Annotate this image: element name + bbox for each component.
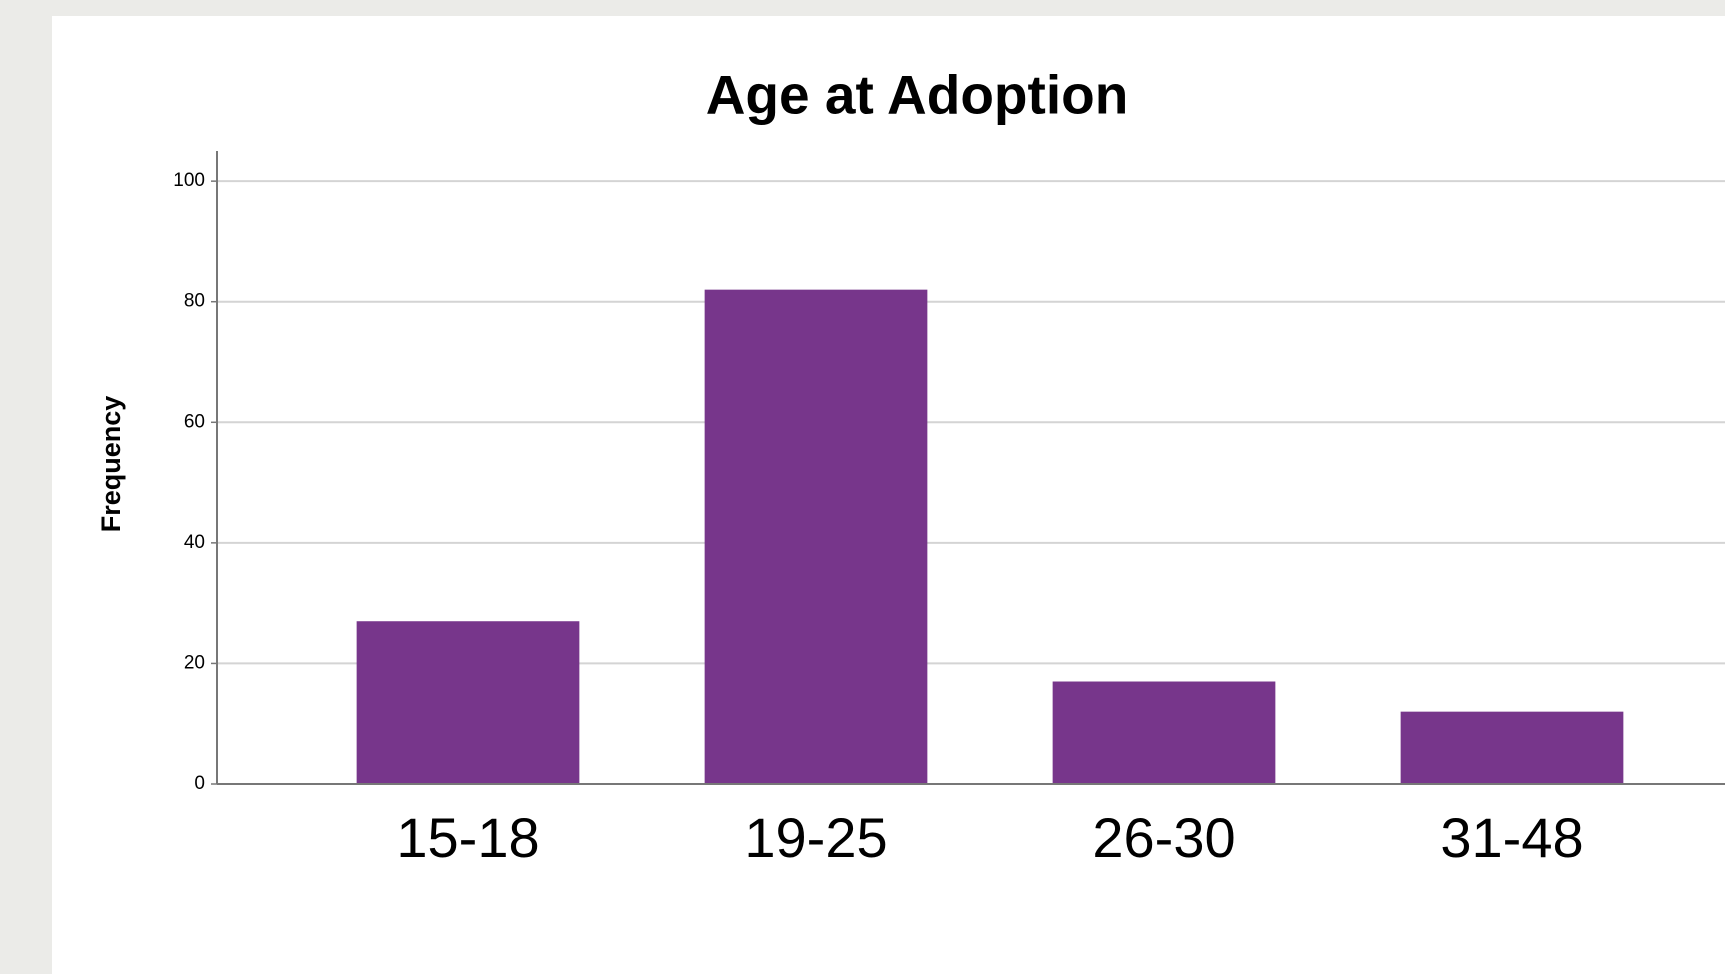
y-axis-label: Frequency [96, 396, 126, 533]
y-tick-label: 60 [184, 411, 205, 432]
bar [1400, 711, 1624, 784]
x-tick-label: 31-48 [1440, 806, 1583, 869]
bar [356, 621, 580, 784]
y-tick-label: 40 [184, 532, 205, 553]
x-tick-label: 19-25 [744, 806, 887, 869]
x-tick-label: 26-30 [1092, 806, 1235, 869]
bar [1052, 681, 1276, 784]
chart-title: Age at Adoption [706, 64, 1129, 126]
y-tick-label: 100 [173, 170, 205, 191]
bar [704, 289, 928, 784]
y-tick-label: 0 [194, 773, 205, 794]
x-tick-label: 15-18 [396, 806, 539, 869]
y-tick-label: 20 [184, 652, 205, 673]
y-tick-label: 80 [184, 291, 205, 312]
